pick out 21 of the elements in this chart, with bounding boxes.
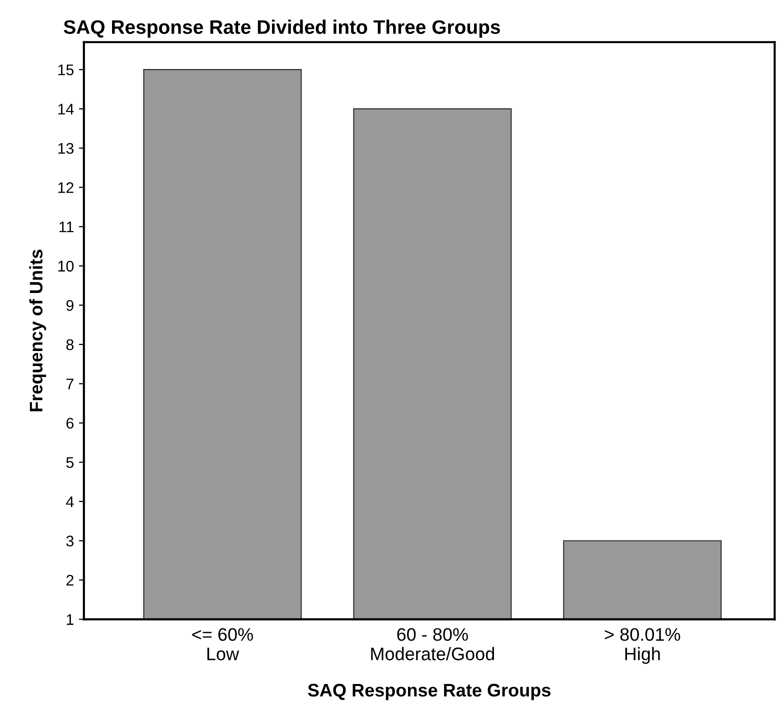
y-tick-label: 15 xyxy=(58,64,74,76)
y-tick-label: 1 xyxy=(66,614,74,625)
y-tick-label: 9 xyxy=(66,300,74,311)
x-tick-label: > 80.01% High xyxy=(604,628,680,664)
y-tick-label: 4 xyxy=(66,496,74,508)
y-tick-label: 8 xyxy=(66,339,74,350)
y-axis-title: Frequency of Units xyxy=(29,250,46,412)
y-tick-label: 3 xyxy=(66,536,74,546)
y-tick-label: 12 xyxy=(58,182,74,193)
y-tick-label: 13 xyxy=(58,142,74,154)
y-tick-label: 14 xyxy=(58,104,74,114)
chart-title: SAQ Response Rate Divided into Three Groups xyxy=(64,20,500,38)
y-tick-label: 6 xyxy=(66,418,74,429)
y-tick-label: 11 xyxy=(59,222,74,232)
x-tick-label: <= 60% Low xyxy=(192,628,253,660)
y-tick-label: 7 xyxy=(66,378,74,390)
y-tick-label: 2 xyxy=(66,574,74,586)
y-tick-label: 5 xyxy=(66,457,74,468)
x-tick-label: 60 - 80% Moderate/Good xyxy=(371,628,494,660)
x-axis-title: SAQ Response Rate Groups xyxy=(308,684,550,700)
y-tick-label: 10 xyxy=(58,260,74,272)
